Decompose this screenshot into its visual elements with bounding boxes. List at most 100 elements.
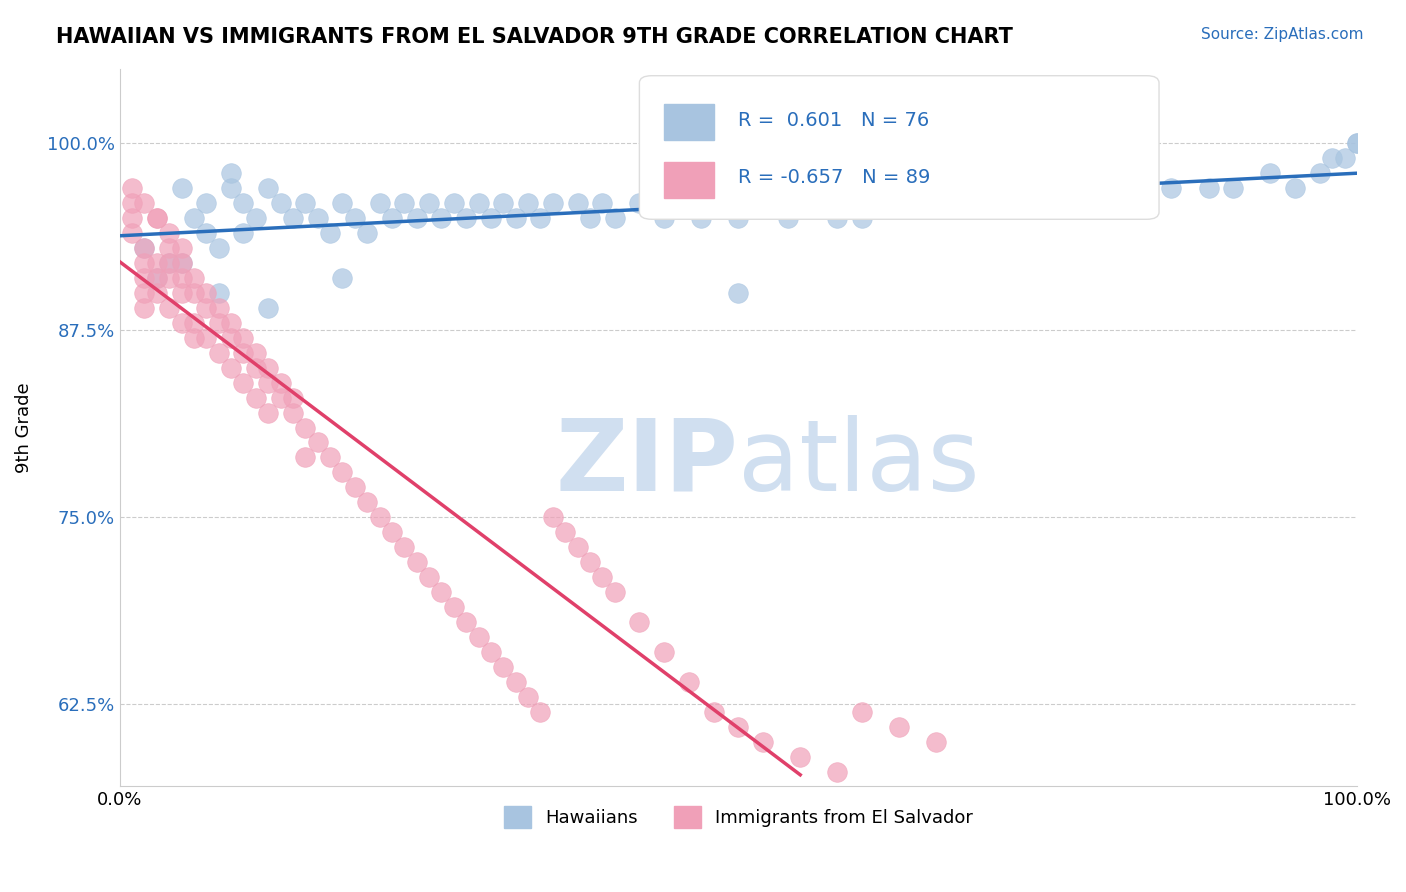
Point xyxy=(567,540,589,554)
Point xyxy=(789,749,811,764)
Point xyxy=(208,316,231,330)
Point xyxy=(183,316,205,330)
Point xyxy=(307,211,329,226)
Bar xyxy=(664,161,714,198)
Point xyxy=(146,271,169,285)
Point xyxy=(912,196,935,211)
Point xyxy=(257,360,280,375)
Point xyxy=(257,301,280,315)
Point xyxy=(652,211,675,226)
Y-axis label: 9th Grade: 9th Grade xyxy=(15,382,32,473)
Point xyxy=(195,196,218,211)
Point xyxy=(270,391,292,405)
Point xyxy=(1322,151,1344,165)
Point xyxy=(134,241,156,255)
Point xyxy=(752,196,775,211)
Point xyxy=(727,720,749,734)
FancyBboxPatch shape xyxy=(640,76,1159,219)
Point xyxy=(628,615,651,629)
Text: atlas: atlas xyxy=(738,415,980,512)
Point xyxy=(443,196,465,211)
Point xyxy=(727,211,749,226)
Point xyxy=(1074,181,1097,195)
Point xyxy=(134,256,156,270)
Point xyxy=(219,166,242,180)
Point xyxy=(443,599,465,614)
Point xyxy=(343,480,366,494)
Point xyxy=(703,705,725,719)
Point xyxy=(381,525,404,540)
Point xyxy=(208,241,231,255)
Point xyxy=(195,301,218,315)
Point xyxy=(170,181,193,195)
Point xyxy=(1098,181,1121,195)
Point xyxy=(332,271,354,285)
Point xyxy=(579,555,602,569)
Point xyxy=(257,405,280,419)
Point xyxy=(690,211,713,226)
Point xyxy=(332,196,354,211)
Point xyxy=(517,196,540,211)
Point xyxy=(456,211,478,226)
Point xyxy=(1036,181,1059,195)
Bar xyxy=(664,104,714,140)
Point xyxy=(827,211,849,226)
Point xyxy=(134,285,156,300)
Point xyxy=(579,211,602,226)
Point xyxy=(157,256,180,270)
Text: Source: ZipAtlas.com: Source: ZipAtlas.com xyxy=(1201,27,1364,42)
Point xyxy=(394,540,416,554)
Point xyxy=(603,211,626,226)
Point xyxy=(541,510,564,524)
Point xyxy=(974,196,997,211)
Point xyxy=(851,211,873,226)
Point xyxy=(418,196,440,211)
Point xyxy=(281,391,304,405)
Point xyxy=(319,450,342,465)
Point xyxy=(1136,166,1159,180)
Point xyxy=(752,734,775,748)
Point xyxy=(368,510,391,524)
Point xyxy=(889,720,911,734)
Point xyxy=(591,570,613,584)
Point xyxy=(554,525,576,540)
Point xyxy=(950,181,973,195)
Point xyxy=(492,660,515,674)
Point xyxy=(1000,196,1022,211)
Point xyxy=(183,331,205,345)
Point xyxy=(245,360,267,375)
Point xyxy=(121,226,143,240)
Point xyxy=(270,376,292,390)
Point xyxy=(529,705,551,719)
Point xyxy=(319,226,342,240)
Point xyxy=(170,256,193,270)
Point xyxy=(1160,181,1182,195)
Point xyxy=(368,196,391,211)
Point xyxy=(394,196,416,211)
Point xyxy=(479,211,502,226)
Text: ZIP: ZIP xyxy=(555,415,738,512)
Text: R = -0.657   N = 89: R = -0.657 N = 89 xyxy=(738,169,931,187)
Point xyxy=(170,316,193,330)
Point xyxy=(146,256,169,270)
Point xyxy=(1333,151,1355,165)
Point xyxy=(294,196,316,211)
Point xyxy=(801,196,824,211)
Point xyxy=(281,211,304,226)
Point xyxy=(405,211,427,226)
Point xyxy=(183,211,205,226)
Point xyxy=(183,271,205,285)
Point xyxy=(876,196,898,211)
Point xyxy=(332,466,354,480)
Point xyxy=(343,211,366,226)
Point xyxy=(157,256,180,270)
Point xyxy=(827,764,849,779)
Point xyxy=(851,705,873,719)
Point xyxy=(467,630,489,644)
Point xyxy=(134,271,156,285)
Point xyxy=(467,196,489,211)
Text: HAWAIIAN VS IMMIGRANTS FROM EL SALVADOR 9TH GRADE CORRELATION CHART: HAWAIIAN VS IMMIGRANTS FROM EL SALVADOR … xyxy=(56,27,1014,46)
Point xyxy=(245,391,267,405)
Point xyxy=(1260,166,1282,180)
Point xyxy=(1346,136,1368,151)
